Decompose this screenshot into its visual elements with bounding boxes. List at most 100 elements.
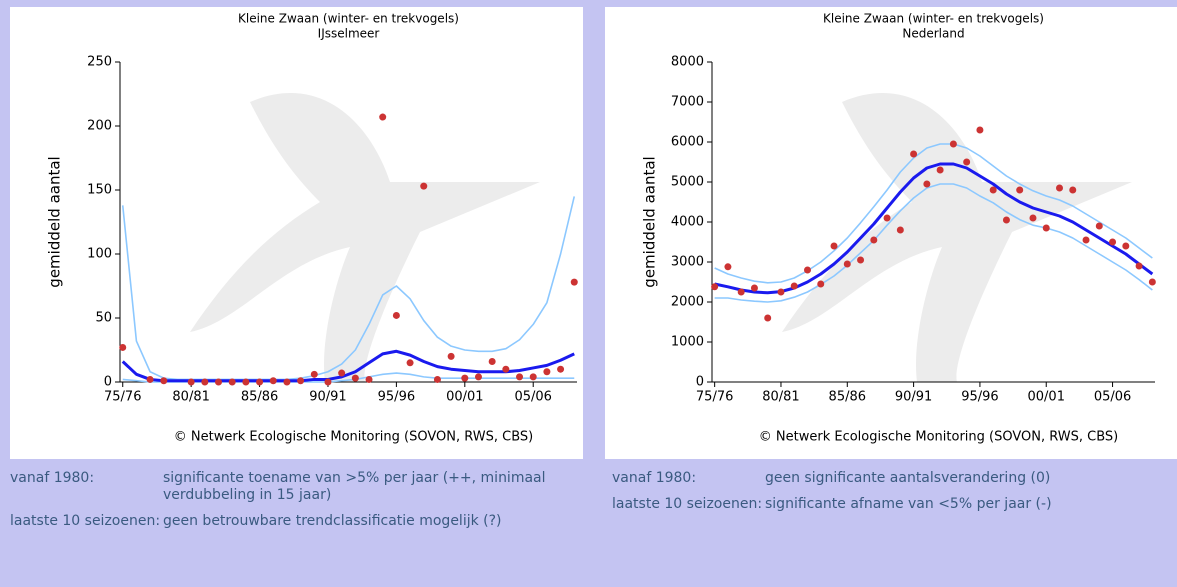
data-point (187, 378, 195, 386)
y-tick-label: 3000 (671, 255, 704, 270)
y-tick-label: 0 (696, 375, 704, 390)
data-point (883, 214, 891, 222)
x-tick-label: 90/91 (895, 390, 932, 405)
data-point (461, 374, 469, 382)
data-point (1135, 262, 1143, 270)
data-point (242, 378, 250, 386)
data-point (297, 377, 305, 385)
note-row: vanaf 1980: significante toename van >5% … (10, 470, 570, 504)
note-text: geen betrouwbare trendclassificatie moge… (163, 513, 502, 529)
data-point (1042, 224, 1050, 232)
data-point (1056, 184, 1064, 192)
data-point (420, 182, 428, 190)
data-point (737, 288, 745, 296)
data-point (201, 378, 209, 386)
data-point (910, 150, 918, 158)
source-note: © Netwerk Ecologische Monitoring (SOVON,… (759, 430, 1118, 445)
data-point (711, 283, 719, 291)
x-tick-label: 00/01 (446, 390, 483, 405)
background-swan (190, 93, 540, 382)
y-tick-label: 8000 (671, 55, 704, 70)
data-point (529, 373, 537, 381)
source-note: © Netwerk Ecologische Monitoring (SOVON,… (174, 430, 533, 445)
data-point (976, 126, 984, 134)
note-label: vanaf 1980: (10, 470, 95, 486)
data-point (215, 378, 223, 386)
data-point (488, 358, 496, 366)
data-point (817, 280, 825, 288)
data-point (1082, 236, 1090, 244)
y-tick-label: 4000 (671, 215, 704, 230)
note-text: significante afname van <5% per jaar (-) (765, 496, 1052, 512)
data-point (1095, 222, 1103, 230)
x-tick-label: 00/01 (1028, 390, 1065, 405)
data-point (1029, 214, 1037, 222)
data-point (790, 282, 798, 290)
data-point (857, 256, 865, 264)
confidence-line (714, 143, 1153, 284)
chart-title: Kleine Zwaan (winter- en trekvogels) (823, 12, 1044, 26)
note-text: geen significante aantalsverandering (0) (765, 470, 1051, 486)
data-point (830, 242, 838, 250)
x-tick-label: 90/91 (309, 390, 346, 405)
data-point (351, 374, 359, 382)
y-tick-label: 150 (87, 183, 112, 198)
data-point (1016, 186, 1024, 194)
note-row: laatste 10 seizoenen: significante afname… (612, 496, 1177, 513)
data-point (338, 369, 346, 377)
chart: Kleine Zwaan (winter- en trekvogels)IJss… (10, 7, 583, 459)
data-point (896, 226, 904, 234)
data-point (392, 311, 400, 319)
data-point (963, 158, 971, 166)
chart-subtitle: Nederland (902, 27, 964, 41)
note-label: vanaf 1980: (612, 470, 697, 486)
y-tick-label: 0 (104, 375, 112, 390)
x-tick-label: 95/96 (961, 390, 998, 405)
data-point (379, 113, 387, 121)
x-tick-label: 95/96 (378, 390, 415, 405)
data-point (1002, 216, 1010, 224)
note-label: laatste 10 seizoenen: (10, 513, 161, 529)
y-tick-label: 7000 (671, 95, 704, 110)
data-point (502, 365, 510, 373)
data-point (433, 375, 441, 383)
data-point (570, 278, 578, 286)
data-point (310, 370, 318, 378)
data-point (1069, 186, 1077, 194)
x-tick-label: 80/81 (762, 390, 799, 405)
y-axis-label: gemiddeld aantal (641, 156, 659, 287)
y-tick-label: 50 (95, 311, 112, 326)
note-row: vanaf 1980: geen significante aantalsvera… (612, 470, 1177, 487)
data-point (365, 375, 373, 383)
data-point (923, 180, 931, 188)
x-tick-label: 80/81 (172, 390, 209, 405)
data-point (557, 365, 565, 373)
x-tick-label: 75/76 (696, 390, 733, 405)
data-point (228, 378, 236, 386)
data-point (1109, 238, 1117, 246)
chart-title: Kleine Zwaan (winter- en trekvogels) (238, 12, 459, 26)
data-point (803, 266, 811, 274)
note-row: laatste 10 seizoenen: geen betrouwbare tr… (10, 513, 570, 530)
data-point (936, 166, 944, 174)
data-point (516, 373, 524, 381)
data-point (543, 368, 551, 376)
data-point (146, 375, 154, 383)
data-point (119, 343, 127, 351)
y-tick-label: 200 (87, 119, 112, 134)
data-point (724, 263, 732, 271)
chart-subtitle: IJsselmeer (318, 27, 380, 41)
trend-line (121, 349, 575, 383)
data-point (843, 260, 851, 268)
trend-notes: vanaf 1980: significante toename van >5% … (10, 470, 570, 539)
data-point (870, 236, 878, 244)
data-point (989, 186, 997, 194)
y-tick-label: 100 (87, 247, 112, 262)
data-point (406, 359, 414, 367)
data-point (777, 288, 785, 296)
data-point (283, 378, 291, 386)
data-point (764, 314, 772, 322)
data-point (256, 378, 264, 386)
note-text: significante toename van >5% per jaar (+… (163, 470, 546, 503)
